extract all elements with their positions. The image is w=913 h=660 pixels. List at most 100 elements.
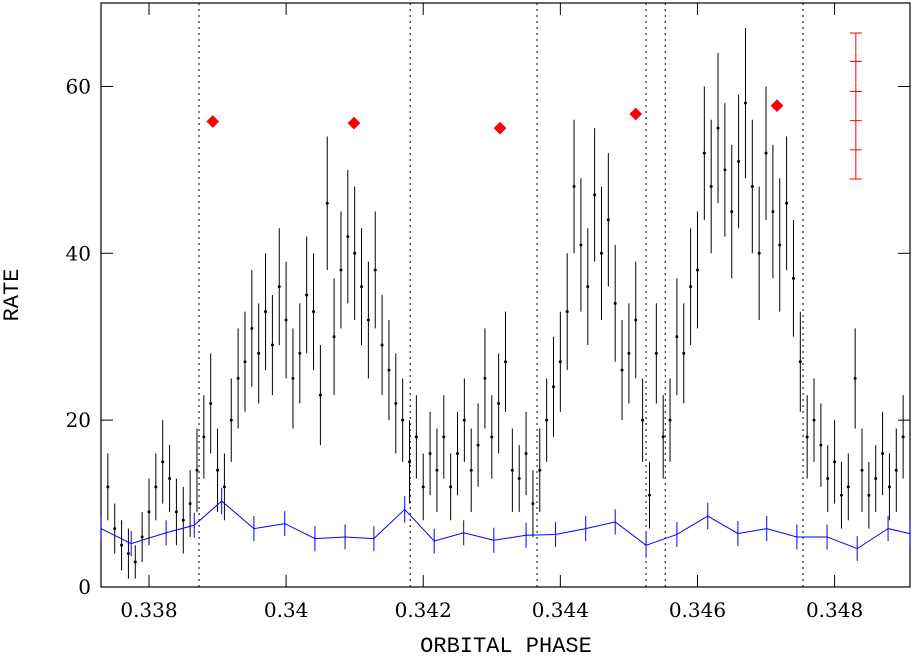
- data-point: [161, 460, 165, 464]
- data-point: [606, 218, 610, 222]
- data-point: [812, 418, 816, 422]
- data-point: [346, 235, 350, 239]
- y-tick-label: 0: [78, 575, 91, 599]
- x-tick-label: 0.338: [120, 598, 177, 622]
- data-point: [284, 318, 288, 322]
- data-point: [373, 268, 377, 272]
- data-point: [538, 468, 542, 472]
- data-point: [456, 452, 460, 456]
- data-point: [586, 285, 590, 289]
- data-point: [188, 502, 192, 506]
- data-point: [730, 210, 734, 214]
- data-point: [264, 310, 268, 314]
- data-point: [195, 468, 199, 472]
- data-point: [435, 468, 439, 472]
- data-point: [565, 310, 569, 314]
- x-tick-label: 0.348: [806, 598, 863, 622]
- data-point: [723, 168, 727, 172]
- data-point: [449, 485, 453, 489]
- data-point: [668, 418, 672, 422]
- x-tick-label: 0.342: [395, 598, 452, 622]
- data-point: [236, 376, 240, 380]
- data-point: [654, 351, 658, 355]
- data-point: [243, 360, 247, 364]
- data-point: [874, 477, 878, 481]
- data-point: [353, 251, 357, 255]
- data-point: [462, 418, 466, 422]
- data-point: [140, 535, 144, 539]
- data-point: [709, 185, 713, 189]
- data-point: [778, 243, 782, 247]
- data-point: [682, 351, 686, 355]
- data-point: [894, 468, 898, 472]
- data-point: [613, 301, 617, 305]
- data-point: [743, 101, 747, 105]
- data-point: [805, 435, 809, 439]
- data-point: [202, 435, 206, 439]
- data-point: [579, 243, 583, 247]
- data-point: [277, 285, 281, 289]
- data-point: [339, 268, 343, 272]
- data-point: [120, 543, 124, 547]
- data-point: [408, 460, 412, 464]
- data-point: [839, 493, 843, 497]
- data-point: [867, 493, 871, 497]
- data-point: [414, 435, 418, 439]
- data-point: [887, 485, 891, 489]
- data-point: [154, 485, 158, 489]
- data-point: [510, 468, 514, 472]
- data-point: [250, 326, 254, 330]
- data-point: [531, 502, 535, 506]
- diamond-marker: [629, 107, 643, 121]
- data-point: [216, 468, 220, 472]
- data-point: [126, 552, 130, 556]
- data-point: [401, 418, 405, 422]
- data-point: [627, 351, 631, 355]
- data-point: [750, 185, 754, 189]
- data-point: [695, 268, 699, 272]
- data-point: [826, 477, 830, 481]
- data-point: [647, 493, 651, 497]
- diamond-marker: [347, 116, 361, 130]
- data-point: [442, 435, 446, 439]
- data-point: [771, 210, 775, 214]
- data-point: [380, 343, 384, 347]
- data-point: [599, 251, 603, 255]
- data-point: [325, 201, 329, 205]
- data-point: [387, 368, 391, 372]
- data-point: [257, 351, 261, 355]
- data-point: [421, 485, 425, 489]
- data-point: [229, 418, 233, 422]
- data-point: [291, 376, 295, 380]
- y-tick-label: 20: [66, 408, 91, 432]
- diamond-marker: [206, 115, 220, 128]
- data-point: [222, 485, 226, 489]
- data-point: [133, 560, 137, 564]
- data-point: [366, 318, 370, 322]
- data-point: [689, 285, 693, 289]
- data-point: [504, 360, 507, 364]
- data-point: [737, 160, 741, 164]
- data-point: [106, 485, 110, 489]
- data-point: [860, 468, 864, 472]
- data-point: [798, 360, 802, 364]
- data-point: [785, 201, 789, 205]
- data-point: [305, 293, 309, 297]
- data-point: [469, 468, 473, 472]
- y-tick-label: 60: [66, 74, 91, 98]
- data-point: [620, 368, 624, 372]
- data-point: [661, 435, 665, 439]
- data-point: [641, 418, 645, 422]
- data-point: [545, 418, 549, 422]
- data-point: [332, 335, 336, 339]
- data-point: [819, 443, 823, 447]
- data-point: [174, 510, 178, 514]
- data-point: [881, 452, 885, 456]
- data-point: [483, 376, 487, 380]
- data-point: [312, 310, 316, 314]
- data-point: [476, 443, 480, 447]
- data-point: [394, 401, 398, 405]
- x-tick-label: 0.34: [264, 598, 309, 622]
- data-point: [168, 477, 172, 481]
- model-line: [100, 500, 911, 550]
